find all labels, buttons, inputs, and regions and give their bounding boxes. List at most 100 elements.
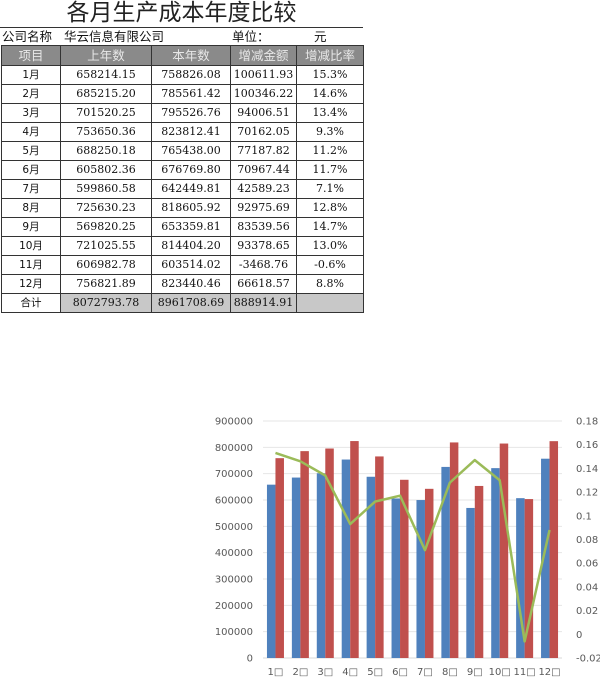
cell-last-year[interactable]: 658214.15	[60, 65, 152, 85]
cell-month[interactable]: 1月	[1, 65, 61, 85]
cell-change-amount[interactable]: 94006.51	[230, 103, 297, 123]
cell-month[interactable]: 6月	[1, 160, 61, 180]
cell-change-rate[interactable]: 11.7%	[296, 160, 364, 180]
cell-last-year[interactable]: 756821.89	[60, 274, 152, 294]
total-change-rate[interactable]	[296, 293, 364, 313]
cell-change-amount[interactable]: 42589.23	[230, 179, 297, 199]
cell-month[interactable]: 7月	[1, 179, 61, 199]
cell-change-rate[interactable]: -0.6%	[296, 255, 364, 275]
cell-month[interactable]: 8月	[1, 198, 61, 218]
y-axis-tick-label: 100000	[215, 627, 253, 638]
header-change-rate[interactable]: 增减比率	[296, 45, 364, 66]
cell-change-amount[interactable]: -3468.76	[230, 255, 297, 275]
cell-month[interactable]: 11月	[1, 255, 61, 275]
bar-last-year	[266, 484, 276, 658]
cell-change-rate[interactable]: 7.1%	[296, 179, 364, 199]
cell-this-year[interactable]: 795526.76	[151, 103, 231, 123]
bar-last-year	[441, 466, 450, 658]
y2-axis-tick-label: 0.08	[576, 535, 598, 546]
cell-change-amount[interactable]: 66618.57	[230, 274, 297, 294]
cell-last-year[interactable]: 605802.36	[60, 160, 152, 180]
bar-last-year	[491, 468, 500, 658]
table-row: 11月 606982.78 603514.02 -3468.76 -0.6%	[1, 255, 364, 275]
bar-last-year	[366, 476, 376, 658]
cell-month[interactable]: 4月	[1, 122, 61, 142]
cell-this-year[interactable]: 818605.92	[151, 198, 231, 218]
cell-month[interactable]: 2月	[1, 84, 61, 104]
header-this-year[interactable]: 本年数	[151, 45, 231, 66]
x-axis-tick-label: 6□	[392, 667, 408, 678]
cell-change-amount[interactable]: 83539.56	[230, 217, 297, 237]
company-label: 公司名称	[2, 29, 53, 44]
cell-last-year[interactable]: 569820.25	[60, 217, 152, 237]
cell-change-rate[interactable]: 8.8%	[296, 274, 364, 294]
cell-change-rate[interactable]: 12.8%	[296, 198, 364, 218]
cell-this-year[interactable]: 765438.00	[151, 141, 231, 161]
cell-last-year[interactable]: 721025.55	[60, 236, 152, 256]
cell-this-year[interactable]: 603514.02	[151, 255, 231, 275]
total-change-amount[interactable]: 888914.91	[230, 293, 297, 313]
y2-axis-tick-label: 0.06	[576, 559, 598, 570]
cell-this-year[interactable]: 823440.46	[151, 274, 231, 294]
cell-last-year[interactable]: 685215.20	[60, 84, 152, 104]
table-row: 2月 685215.20 785561.42 100346.22 14.6%	[1, 84, 364, 104]
cell-last-year[interactable]: 606982.78	[60, 255, 152, 275]
bar-this-year	[524, 499, 534, 658]
x-axis-tick-label: 12□	[538, 667, 560, 678]
bar-this-year	[499, 443, 509, 658]
bar-this-year	[375, 456, 384, 658]
x-axis-tick-label: 1□	[268, 667, 284, 678]
bar-last-year	[541, 458, 550, 658]
cell-change-amount[interactable]: 92975.69	[230, 198, 297, 218]
table-row: 7月 599860.58 642449.81 42589.23 7.1%	[1, 179, 364, 199]
cell-this-year[interactable]: 653359.81	[151, 217, 231, 237]
cell-change-amount[interactable]: 70967.44	[230, 160, 297, 180]
cell-this-year[interactable]: 676769.80	[151, 160, 231, 180]
header-last-year[interactable]: 上年数	[60, 45, 152, 66]
cell-change-rate[interactable]: 14.7%	[296, 217, 364, 237]
total-last-year[interactable]: 8072793.78	[60, 293, 152, 313]
y-axis-tick-label: 400000	[215, 548, 253, 559]
table-row: 1月 658214.15 758826.08 100611.93 15.3%	[1, 65, 364, 85]
cell-month[interactable]: 5月	[1, 141, 61, 161]
y-axis-tick-label: 500000	[215, 522, 253, 533]
bar-this-year	[424, 488, 434, 658]
cell-this-year[interactable]: 814404.20	[151, 236, 231, 256]
cell-change-amount[interactable]: 93378.65	[230, 236, 297, 256]
cell-change-rate[interactable]: 13.4%	[296, 103, 364, 123]
cell-month[interactable]: 10月	[1, 236, 61, 256]
total-label[interactable]: 合计	[1, 293, 61, 313]
x-axis-tick-label: 3□	[317, 667, 333, 678]
cell-change-amount[interactable]: 70162.05	[230, 122, 297, 142]
cell-last-year[interactable]: 725630.23	[60, 198, 152, 218]
cell-this-year[interactable]: 642449.81	[151, 179, 231, 199]
cell-change-amount[interactable]: 100611.93	[230, 65, 297, 85]
bar-last-year	[316, 473, 326, 658]
table-row: 10月 721025.55 814404.20 93378.65 13.0%	[1, 236, 364, 256]
cell-last-year[interactable]: 688250.18	[60, 141, 152, 161]
cell-this-year[interactable]: 758826.08	[151, 65, 231, 85]
cell-change-rate[interactable]: 15.3%	[296, 65, 364, 85]
cell-change-amount[interactable]: 100346.22	[230, 84, 297, 104]
y2-axis-tick-label: 0.14	[576, 464, 598, 475]
x-axis-tick-label: 9□	[467, 667, 483, 678]
header-change-amount[interactable]: 增减金额	[230, 45, 297, 66]
cell-change-rate[interactable]: 13.0%	[296, 236, 364, 256]
x-axis-tick-label: 7□	[417, 667, 433, 678]
cell-month[interactable]: 3月	[1, 103, 61, 123]
bar-last-year	[341, 459, 351, 658]
header-item[interactable]: 项目	[1, 45, 61, 66]
total-this-year[interactable]: 8961708.69	[151, 293, 231, 313]
cell-change-rate[interactable]: 14.6%	[296, 84, 364, 104]
cell-this-year[interactable]: 823812.41	[151, 122, 231, 142]
cell-last-year[interactable]: 753650.36	[60, 122, 152, 142]
cell-change-amount[interactable]: 77187.82	[230, 141, 297, 161]
cell-month[interactable]: 12月	[1, 274, 61, 294]
table-row: 6月 605802.36 676769.80 70967.44 11.7%	[1, 160, 364, 180]
cell-change-rate[interactable]: 9.3%	[296, 122, 364, 142]
cell-last-year[interactable]: 701520.25	[60, 103, 152, 123]
cell-change-rate[interactable]: 11.2%	[296, 141, 364, 161]
cell-last-year[interactable]: 599860.58	[60, 179, 152, 199]
cell-this-year[interactable]: 785561.42	[151, 84, 231, 104]
cell-month[interactable]: 9月	[1, 217, 61, 237]
